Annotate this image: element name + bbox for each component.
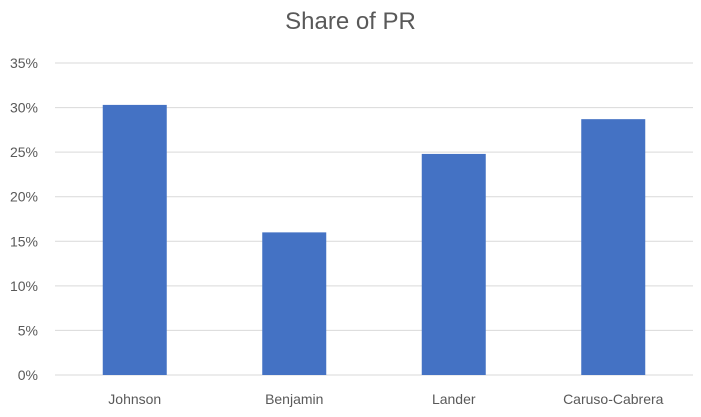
- bar-lander: [421, 153, 486, 375]
- x-tick-label: Johnson: [108, 391, 161, 407]
- bar-caruso-cabrera: [581, 119, 646, 375]
- y-tick-label: 25%: [10, 144, 38, 160]
- y-tick-label: 15%: [10, 233, 38, 249]
- x-tick-label: Caruso-Cabrera: [563, 391, 664, 407]
- y-tick-label: 5%: [18, 322, 38, 338]
- bars: [102, 104, 646, 375]
- chart-title: Share of PR: [285, 8, 416, 35]
- x-tick-label: Lander: [432, 391, 476, 407]
- bar-benjamin: [262, 232, 327, 375]
- y-tick-label: 30%: [10, 100, 38, 116]
- y-axis-ticks: 0% 5% 10% 15% 20% 25% 30% 35%: [10, 55, 38, 383]
- y-tick-label: 20%: [10, 189, 38, 205]
- bar-johnson: [102, 104, 167, 375]
- y-tick-label: 0%: [18, 367, 38, 383]
- x-tick-label: Benjamin: [265, 391, 323, 407]
- x-axis-ticks: Johnson Benjamin Lander Caruso-Cabrera: [108, 391, 663, 407]
- y-tick-label: 35%: [10, 55, 38, 71]
- y-tick-label: 10%: [10, 278, 38, 294]
